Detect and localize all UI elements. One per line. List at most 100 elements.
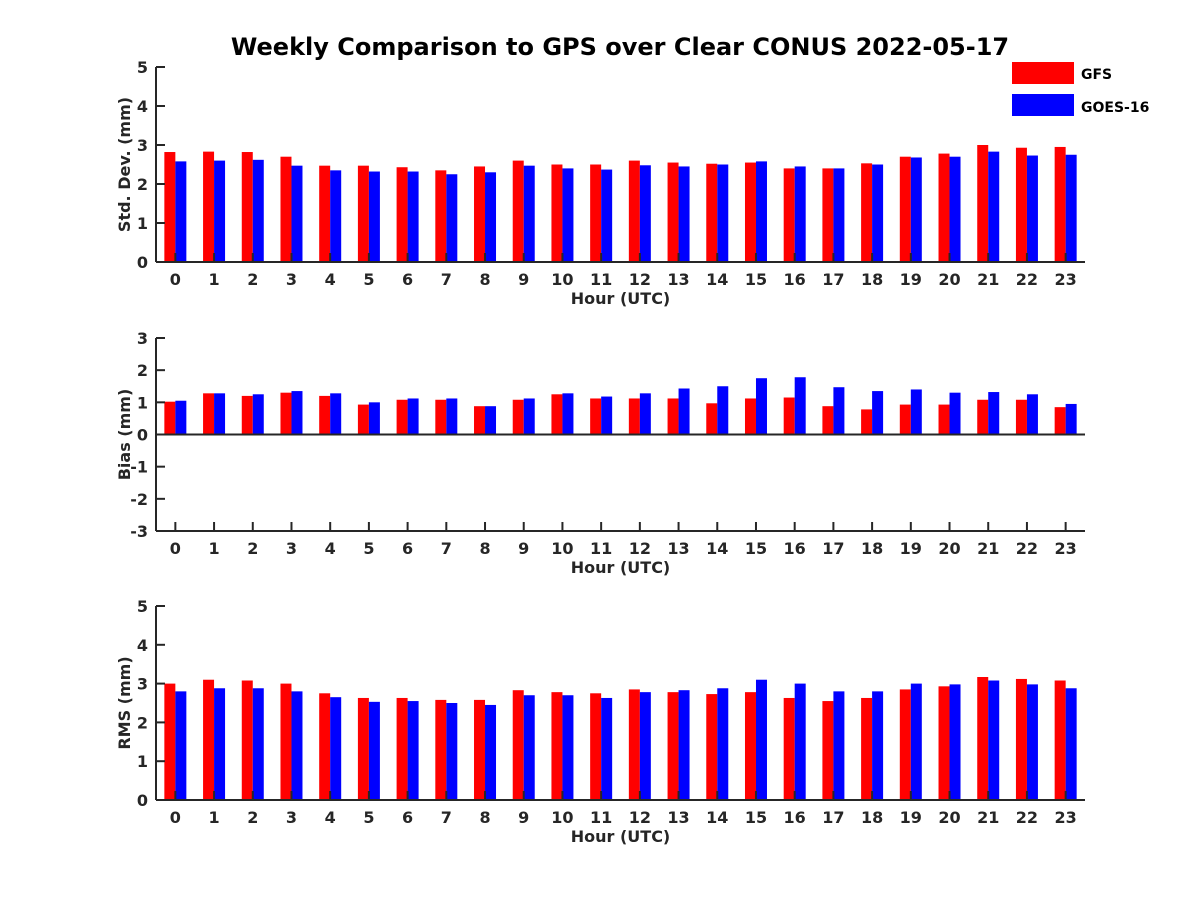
x-tick-label: 1 xyxy=(208,539,219,558)
bar-gfs-hour-17 xyxy=(822,168,834,262)
bar-gfs-hour-16 xyxy=(783,397,795,435)
bar-goes16-hour-16 xyxy=(794,166,806,262)
y-tick-label: 5 xyxy=(137,58,148,77)
x-tick-label: 20 xyxy=(938,808,960,827)
x-tick-label: 7 xyxy=(441,539,452,558)
bar-gfs-hour-6 xyxy=(396,697,408,800)
x-tick-label: 15 xyxy=(745,808,767,827)
x-tick-label: 9 xyxy=(518,539,529,558)
bar-goes16-hour-7 xyxy=(446,398,458,435)
bar-goes16-hour-16 xyxy=(794,683,806,800)
bar-goes16-hour-8 xyxy=(485,406,497,435)
bar-gfs-hour-8 xyxy=(474,699,486,800)
y-axis-label: Std. Dev. (mm) xyxy=(115,97,134,232)
x-tick-label: 0 xyxy=(170,270,181,289)
x-tick-label: 6 xyxy=(402,539,413,558)
bar-goes16-hour-4 xyxy=(330,697,342,800)
x-tick-label: 3 xyxy=(286,808,297,827)
x-tick-label: 4 xyxy=(325,539,336,558)
bar-goes16-hour-5 xyxy=(368,171,380,262)
bar-gfs-hour-14 xyxy=(706,163,718,262)
x-tick-label: 10 xyxy=(551,539,573,558)
bar-goes16-hour-3 xyxy=(291,691,303,800)
bar-gfs-hour-18 xyxy=(861,163,873,262)
x-tick-label: 2 xyxy=(247,539,258,558)
bar-goes16-hour-18 xyxy=(872,691,884,800)
bar-gfs-hour-16 xyxy=(783,697,795,800)
bar-goes16-hour-4 xyxy=(330,393,342,435)
bar-goes16-hour-23 xyxy=(1065,688,1077,800)
x-axis-label: Hour (UTC) xyxy=(571,827,671,846)
bar-goes16-hour-11 xyxy=(601,396,613,435)
x-tick-label: 12 xyxy=(629,270,651,289)
x-tick-label: 13 xyxy=(667,270,689,289)
bar-gfs-hour-21 xyxy=(977,145,989,262)
x-tick-label: 5 xyxy=(363,270,374,289)
bar-gfs-hour-15 xyxy=(744,162,756,262)
bar-gfs-hour-9 xyxy=(512,160,524,262)
x-tick-label: 4 xyxy=(325,808,336,827)
x-tick-label: 2 xyxy=(247,808,258,827)
x-tick-label: 23 xyxy=(1055,539,1077,558)
y-tick-label: 2 xyxy=(137,361,148,380)
legend-swatch-goes16 xyxy=(1012,94,1074,116)
bar-gfs-hour-18 xyxy=(861,409,873,435)
bar-gfs-hour-7 xyxy=(435,699,447,800)
y-tick-label: -2 xyxy=(130,490,148,509)
x-tick-label: 12 xyxy=(629,539,651,558)
bar-gfs-hour-6 xyxy=(396,167,408,262)
bar-gfs-hour-13 xyxy=(667,398,679,435)
bar-goes16-hour-7 xyxy=(446,703,458,800)
legend-swatch-gfs xyxy=(1012,62,1074,84)
y-tick-label: 1 xyxy=(137,752,148,771)
y-tick-label: 1 xyxy=(137,393,148,412)
bar-goes16-hour-19 xyxy=(910,683,922,800)
bar-gfs-hour-1 xyxy=(203,151,215,262)
bar-goes16-hour-15 xyxy=(755,679,767,800)
y-tick-label: 0 xyxy=(137,791,148,810)
bar-gfs-hour-15 xyxy=(744,398,756,435)
bar-goes16-hour-20 xyxy=(949,392,961,435)
x-tick-label: 9 xyxy=(518,808,529,827)
x-tick-label: 0 xyxy=(170,539,181,558)
bar-goes16-hour-15 xyxy=(755,378,767,435)
x-tick-label: 17 xyxy=(822,270,844,289)
y-tick-label: 0 xyxy=(137,253,148,272)
bar-gfs-hour-20 xyxy=(938,153,950,262)
bar-goes16-hour-4 xyxy=(330,170,342,262)
bar-goes16-hour-23 xyxy=(1065,403,1077,435)
bar-gfs-hour-4 xyxy=(319,165,331,262)
bar-gfs-hour-2 xyxy=(241,680,253,800)
x-tick-label: 18 xyxy=(861,808,883,827)
x-tick-label: 6 xyxy=(402,270,413,289)
bar-gfs-hour-10 xyxy=(551,164,563,262)
y-tick-label: 3 xyxy=(137,675,148,694)
x-tick-label: 2 xyxy=(247,270,258,289)
bar-gfs-hour-12 xyxy=(628,689,640,800)
bar-gfs-hour-8 xyxy=(474,166,486,262)
x-tick-label: 9 xyxy=(518,270,529,289)
bar-gfs-hour-3 xyxy=(280,392,292,435)
bar-gfs-hour-7 xyxy=(435,399,447,435)
x-axis-label: Hour (UTC) xyxy=(571,558,671,577)
x-tick-label: 22 xyxy=(1016,270,1038,289)
bar-gfs-hour-19 xyxy=(899,404,911,435)
bar-goes16-hour-22 xyxy=(1026,394,1038,435)
bar-goes16-hour-13 xyxy=(678,690,690,800)
bar-gfs-hour-22 xyxy=(1015,399,1027,435)
x-tick-label: 8 xyxy=(479,808,490,827)
bar-goes16-hour-12 xyxy=(639,393,651,435)
x-tick-label: 21 xyxy=(977,539,999,558)
y-tick-label: 4 xyxy=(137,636,148,655)
y-tick-label: -3 xyxy=(130,522,148,541)
bar-gfs-hour-5 xyxy=(357,165,369,262)
bar-gfs-hour-15 xyxy=(744,692,756,800)
x-tick-label: 14 xyxy=(706,270,728,289)
bar-gfs-hour-11 xyxy=(590,164,602,262)
bar-goes16-hour-0 xyxy=(175,691,187,800)
bar-gfs-hour-1 xyxy=(203,679,215,800)
bar-gfs-hour-19 xyxy=(899,689,911,800)
bar-gfs-hour-10 xyxy=(551,394,563,435)
